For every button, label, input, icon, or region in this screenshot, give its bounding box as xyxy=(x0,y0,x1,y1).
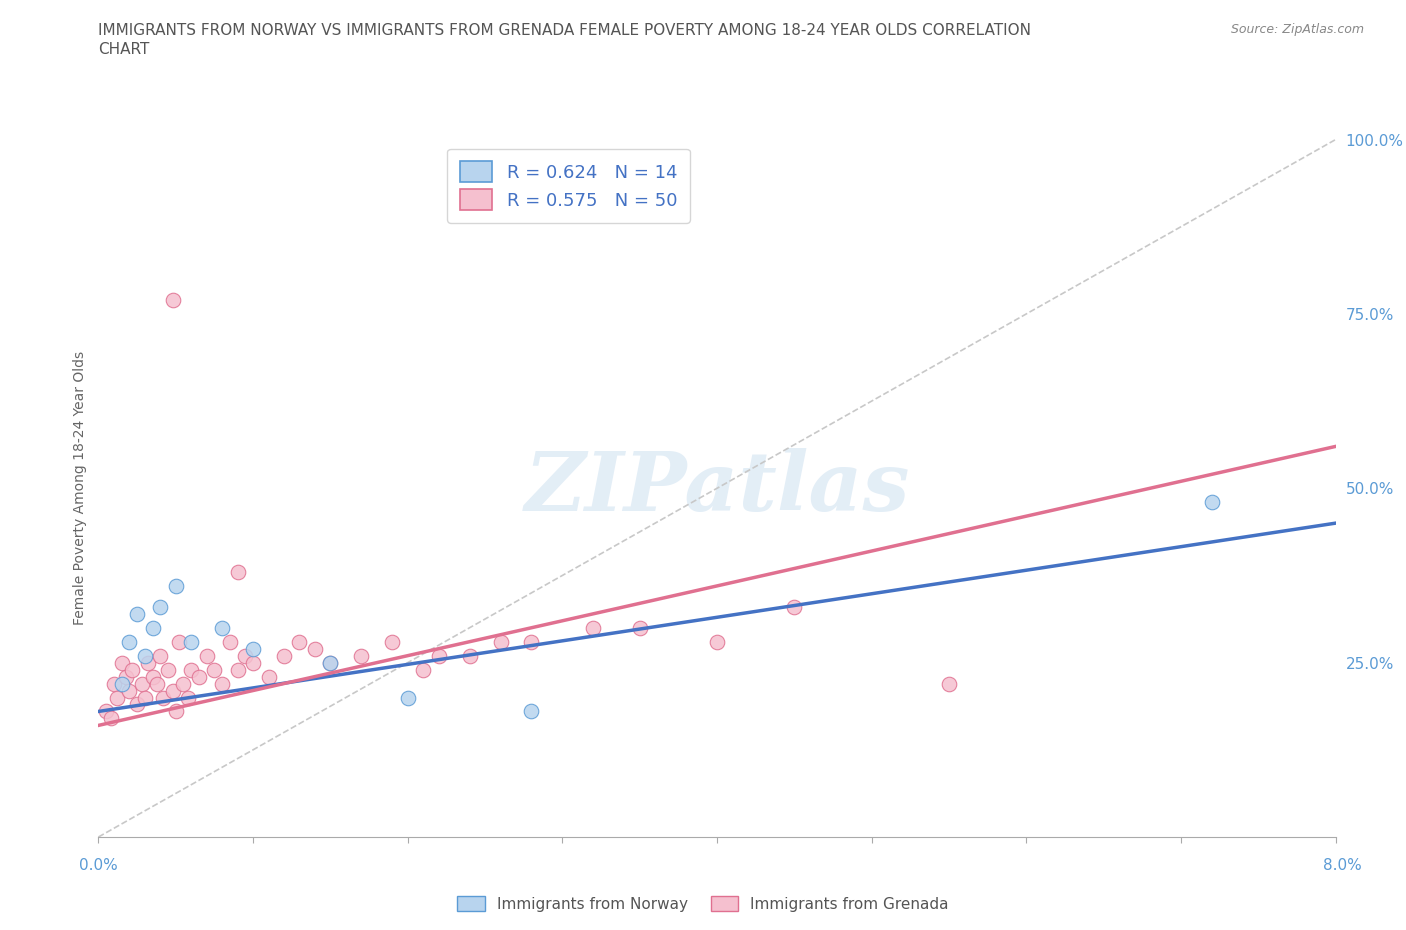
Point xyxy=(458,648,481,663)
Point xyxy=(100,711,122,725)
Point xyxy=(350,648,373,663)
Point xyxy=(427,648,450,663)
Point xyxy=(149,600,172,615)
Point xyxy=(118,683,141,698)
Point xyxy=(149,648,172,663)
Point xyxy=(146,676,169,691)
Point xyxy=(127,606,149,621)
Point xyxy=(118,634,141,649)
Point xyxy=(257,670,280,684)
Point xyxy=(242,656,264,671)
Point xyxy=(115,670,138,684)
Legend: Immigrants from Norway, Immigrants from Grenada: Immigrants from Norway, Immigrants from … xyxy=(451,889,955,918)
Text: Source: ZipAtlas.com: Source: ZipAtlas.com xyxy=(1230,23,1364,36)
Point xyxy=(235,648,257,663)
Text: 8.0%: 8.0% xyxy=(1323,857,1362,872)
Point xyxy=(226,662,249,677)
Point xyxy=(131,676,153,691)
Point xyxy=(195,648,218,663)
Point xyxy=(319,656,342,671)
Text: 0.0%: 0.0% xyxy=(79,857,118,872)
Point xyxy=(706,634,728,649)
Point xyxy=(103,676,125,691)
Point xyxy=(211,620,233,635)
Point xyxy=(121,662,143,677)
Point xyxy=(319,656,342,671)
Point xyxy=(582,620,605,635)
Point xyxy=(219,634,242,649)
Point xyxy=(105,690,128,705)
Point xyxy=(242,642,264,657)
Point xyxy=(938,676,960,691)
Legend: R = 0.624   N = 14, R = 0.575   N = 50: R = 0.624 N = 14, R = 0.575 N = 50 xyxy=(447,149,690,223)
Point xyxy=(180,634,202,649)
Point xyxy=(628,620,651,635)
Text: CHART: CHART xyxy=(98,42,150,57)
Point xyxy=(111,656,134,671)
Point xyxy=(1201,495,1223,510)
Point xyxy=(96,704,118,719)
Point xyxy=(273,648,295,663)
Point xyxy=(141,670,165,684)
Y-axis label: Female Poverty Among 18-24 Year Olds: Female Poverty Among 18-24 Year Olds xyxy=(73,352,87,625)
Point xyxy=(412,662,434,677)
Point xyxy=(204,662,226,677)
Point xyxy=(111,676,134,691)
Point xyxy=(396,690,419,705)
Point xyxy=(211,676,233,691)
Point xyxy=(226,565,249,579)
Point xyxy=(783,600,806,615)
Point xyxy=(167,634,190,649)
Point xyxy=(304,642,326,657)
Text: ZIPatlas: ZIPatlas xyxy=(524,448,910,528)
Point xyxy=(520,634,543,649)
Point xyxy=(162,292,184,307)
Point xyxy=(136,656,159,671)
Point xyxy=(180,662,202,677)
Text: IMMIGRANTS FROM NORWAY VS IMMIGRANTS FROM GRENADA FEMALE POVERTY AMONG 18-24 YEA: IMMIGRANTS FROM NORWAY VS IMMIGRANTS FRO… xyxy=(98,23,1032,38)
Point xyxy=(152,690,174,705)
Point xyxy=(520,704,543,719)
Point xyxy=(134,648,156,663)
Point xyxy=(288,634,311,649)
Point xyxy=(165,704,187,719)
Point xyxy=(489,634,512,649)
Point xyxy=(157,662,180,677)
Point xyxy=(165,578,187,593)
Point xyxy=(173,676,195,691)
Point xyxy=(127,698,149,712)
Point xyxy=(177,690,200,705)
Point xyxy=(141,620,165,635)
Point xyxy=(162,683,184,698)
Point xyxy=(188,670,211,684)
Point xyxy=(134,690,156,705)
Point xyxy=(381,634,404,649)
